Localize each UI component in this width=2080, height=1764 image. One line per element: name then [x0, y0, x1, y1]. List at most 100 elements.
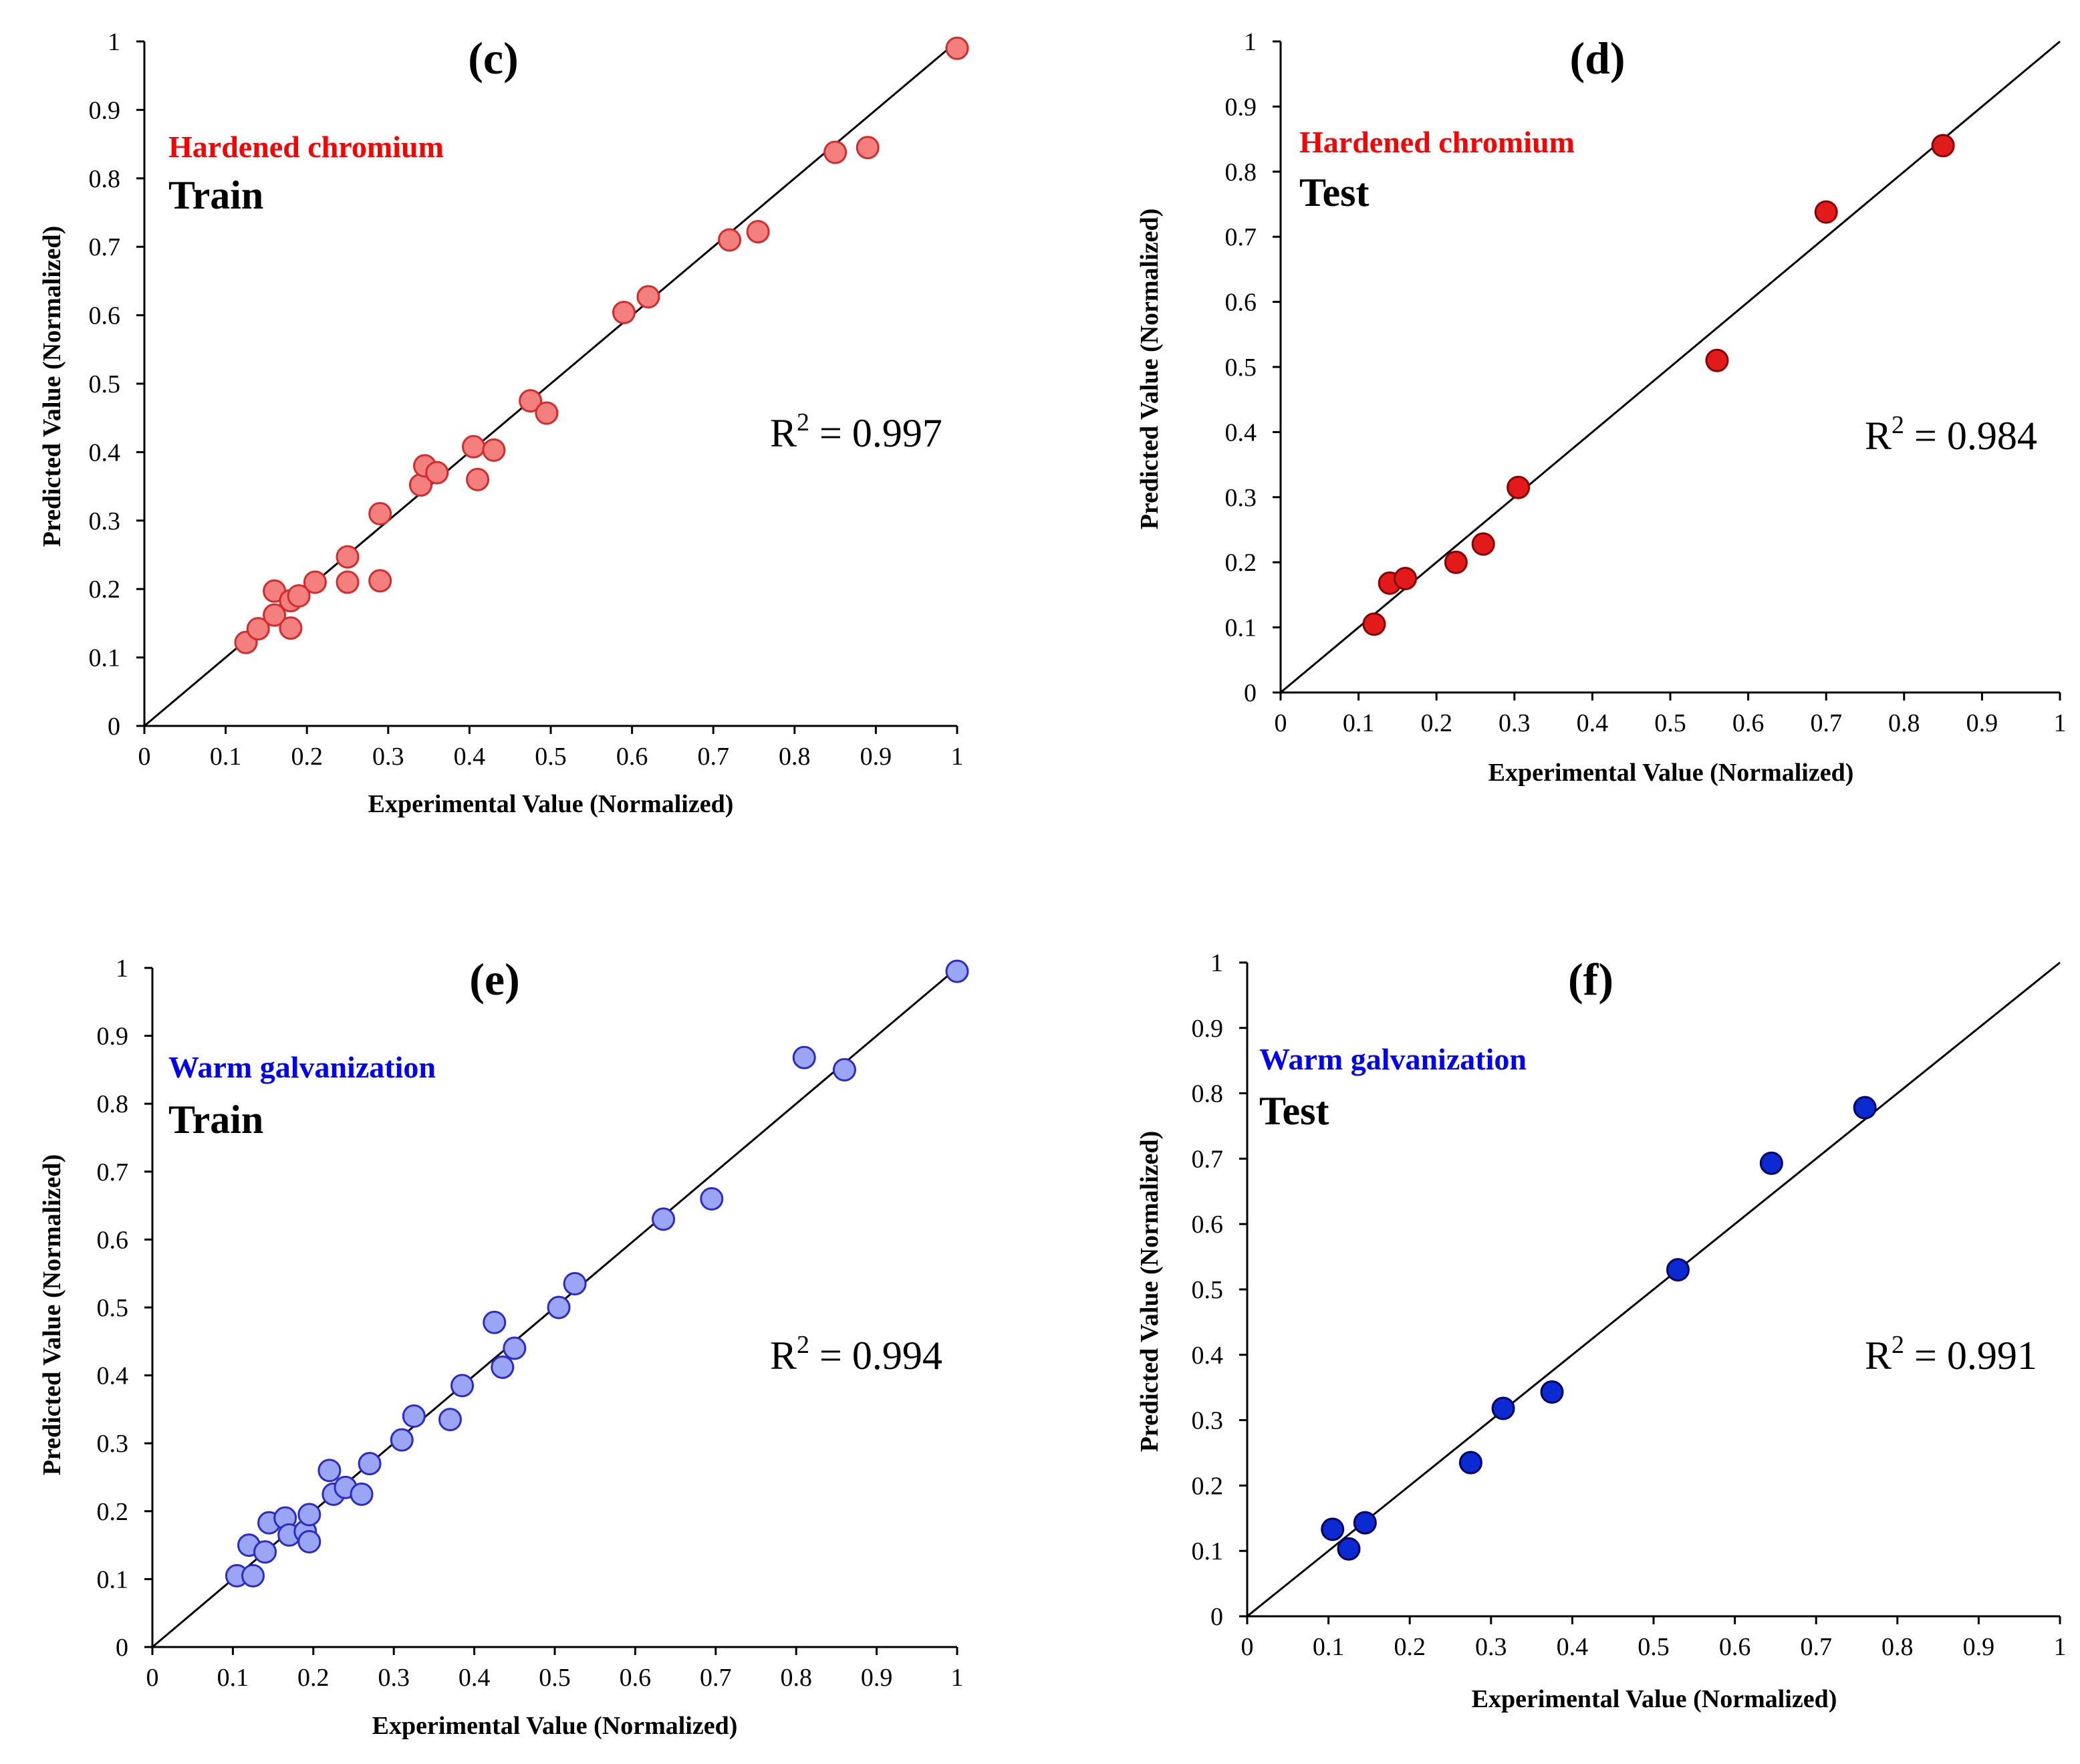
- y-tick-label: 0.2: [89, 576, 121, 604]
- panel-c: 0 0.1 0.2 0.3 0.4 0.5 0.6 0.7 0.8 0.9 1 0 0.1 0.2 0.3 0…: [38, 28, 969, 818]
- y-tick-label: 0.6: [1225, 289, 1257, 317]
- x-tick-label: 0.8: [1888, 709, 1920, 737]
- y-tick-label: 0.5: [97, 1294, 129, 1322]
- data-point: [832, 1057, 856, 1082]
- x-tick-label: 0.8: [1881, 1633, 1914, 1661]
- data-point: [368, 502, 392, 526]
- subset-label: Train: [168, 1098, 263, 1142]
- x-tick-label: 0.8: [779, 743, 811, 771]
- y-axis-title: Predicted Value (Normalized): [1136, 209, 1164, 530]
- fit-line: [1247, 961, 2061, 1618]
- r2-base: R: [770, 1334, 797, 1378]
- y-tick-label: 0.8: [89, 165, 121, 193]
- r2-label: R2 = 0.984: [1865, 411, 2037, 458]
- data-point: [503, 1336, 527, 1360]
- data-point: [246, 617, 270, 641]
- data-point: [297, 1530, 321, 1554]
- r2-base: R: [1865, 414, 1892, 458]
- data-point: [350, 1482, 374, 1506]
- y-tick-label: 0.7: [97, 1158, 129, 1186]
- y-tick-label: 0.8: [1225, 158, 1257, 186]
- x-axis-title: Experimental Value (Normalized): [368, 790, 734, 818]
- data-point: [1814, 200, 1838, 224]
- data-point: [466, 467, 490, 491]
- data-point: [519, 389, 543, 413]
- y-tick-label: 0.4: [97, 1362, 129, 1390]
- r2-rest: = 0.984: [1904, 414, 2037, 458]
- x-tick-label: 0.6: [1719, 1633, 1751, 1661]
- data-point: [1853, 1096, 1877, 1120]
- data-point: [792, 1045, 816, 1069]
- x-tick-label: 0.1: [1343, 709, 1375, 737]
- x-tick-label: 0.7: [1800, 1633, 1832, 1661]
- y-tick-label: 0.2: [97, 1498, 129, 1526]
- r2-rest: = 0.994: [809, 1334, 942, 1378]
- x-tick-label: 0.2: [297, 1664, 330, 1692]
- data-point: [253, 1540, 277, 1564]
- r2-sup: 2: [797, 1331, 809, 1359]
- data-point: [358, 1452, 382, 1476]
- data-point: [336, 570, 360, 594]
- x-tick-label: 0.6: [1732, 709, 1765, 737]
- x-tick-label: 0.9: [1963, 1633, 1995, 1661]
- x-tick-label: 0.9: [861, 1664, 893, 1692]
- x-tick-label: 1: [2054, 1633, 2067, 1661]
- x-tick-label: 0.7: [1810, 709, 1842, 737]
- axes: 0 0.1 0.2 0.3 0.4 0.5 0.6 0.7 0.8 0.9 1 0 0.1 0.2 0.3 0…: [97, 955, 969, 1692]
- axes: 0 0.1 0.2 0.3 0.4 0.5 0.6 0.7 0.8 0.9 1 0 0.1 0.2 0.3 0…: [89, 28, 969, 771]
- data-point: [461, 434, 485, 459]
- subset-label: Test: [1299, 170, 1369, 215]
- r2-sup: 2: [1892, 1331, 1904, 1359]
- material-label: Hardened chromium: [1299, 125, 1575, 159]
- x-tick-label: 0.2: [291, 743, 323, 771]
- y-tick-label: 0: [108, 713, 120, 741]
- y-tick-label: 0.3: [89, 507, 121, 535]
- y-tick-label: 0.9: [97, 1023, 129, 1051]
- data-point: [1337, 1537, 1361, 1561]
- data-point: [1471, 532, 1495, 556]
- x-tick-label: 0.1: [217, 1664, 249, 1692]
- r2-sup: 2: [797, 408, 809, 436]
- data-point: [535, 401, 559, 425]
- x-tick-label: 0.9: [860, 743, 892, 771]
- panel-label: (d): [1569, 33, 1625, 84]
- x-tick-label: 0.5: [535, 743, 567, 771]
- y-tick-label: 1: [1244, 28, 1257, 56]
- y-tick-label: 0.9: [1192, 1015, 1224, 1043]
- data-point: [241, 1563, 265, 1588]
- y-tick-label: 0.2: [1225, 549, 1257, 577]
- r2-sup: 2: [1892, 411, 1904, 439]
- y-tick-label: 0.6: [89, 302, 121, 330]
- r2-label: R2 = 0.997: [770, 408, 942, 455]
- x-tick-label: 0.4: [1557, 1633, 1589, 1661]
- data-point: [547, 1295, 571, 1319]
- panel-label: (e): [469, 954, 519, 1005]
- data-point: [1666, 1258, 1690, 1282]
- data-point: [425, 461, 449, 485]
- x-axis-title: Experimental Value (Normalized): [372, 1712, 738, 1740]
- y-tick-label: 0: [1244, 679, 1257, 707]
- x-tick-label: 0.1: [1313, 1633, 1345, 1661]
- data-point: [1705, 348, 1729, 372]
- y-tick-label: 0: [116, 1634, 128, 1662]
- data-point: [1362, 612, 1386, 636]
- data-point: [438, 1408, 462, 1432]
- y-tick-label: 1: [1210, 949, 1223, 977]
- x-tick-label: 0: [146, 1664, 159, 1692]
- x-tick-label: 0.4: [454, 743, 486, 771]
- data-point: [491, 1355, 515, 1379]
- data-point: [1931, 134, 1955, 158]
- y-tick-label: 0.7: [1225, 223, 1257, 251]
- y-tick-label: 0.8: [1192, 1080, 1224, 1108]
- data-point: [746, 220, 770, 244]
- y-tick-label: 0.4: [1225, 418, 1257, 447]
- x-tick-label: 0.3: [378, 1664, 410, 1692]
- data-point: [402, 1404, 426, 1428]
- data-point: [317, 1459, 342, 1483]
- y-tick-label: 0.6: [97, 1226, 129, 1254]
- r2-rest: = 0.997: [809, 411, 942, 455]
- y-tick-label: 0.7: [1192, 1145, 1224, 1173]
- x-tick-label: 0.7: [697, 743, 729, 771]
- x-tick-label: 1: [2054, 709, 2067, 737]
- y-tick-label: 0.1: [1225, 614, 1257, 642]
